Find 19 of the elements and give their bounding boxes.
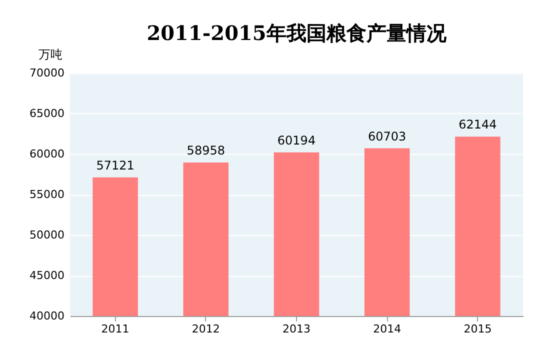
y-tick-label: 45000 (30, 269, 64, 282)
y-axis-title: 万吨 (38, 48, 62, 62)
data-label: 62144 (458, 118, 497, 132)
data-label: 58958 (186, 143, 225, 158)
x-tick-label: 2015 (464, 322, 492, 336)
y-tick-label: 50000 (30, 228, 64, 242)
data-label: 60194 (277, 133, 316, 148)
x-tick-label: 2014 (373, 322, 402, 336)
y-tick-label: 40000 (30, 310, 64, 322)
y-tick-label: 70000 (30, 66, 64, 80)
data-label: 60703 (368, 129, 406, 144)
x-tick-label: 2012 (192, 322, 220, 336)
data-label: 57121 (96, 158, 134, 172)
x-tick-label: 2013 (282, 322, 310, 336)
y-tick-label: 65000 (30, 107, 64, 120)
y-tick-label: 60000 (30, 148, 64, 160)
chart-title: 2011-2015年我国粮食产量情况 (146, 21, 448, 45)
y-tick-label: 55000 (30, 188, 64, 201)
x-tick-label: 2011 (101, 322, 130, 336)
